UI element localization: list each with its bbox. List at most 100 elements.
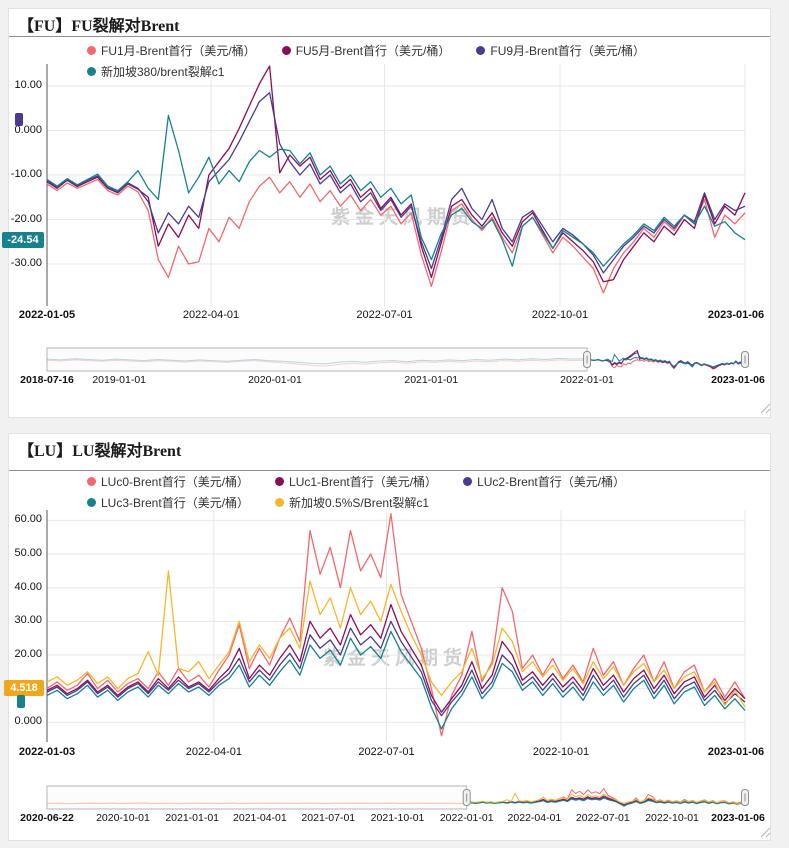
legend-item[interactable]: 新加坡0.5%S/Brent裂解c1	[275, 494, 429, 511]
legend-item[interactable]: FU5月-Brent首行（美元/桶）	[281, 42, 451, 59]
nav-tick-label: 2021-07-01	[301, 812, 356, 824]
x-tick-label: 2023-01-06	[707, 746, 765, 758]
axis-value-badge-lu: 4.518	[4, 680, 44, 696]
nav-series-line	[586, 349, 746, 369]
y-tick-label: -20.00	[10, 212, 42, 225]
legend-label: LUc0-Brent首行（美元/桶）	[101, 475, 250, 489]
legend-marker-icon	[275, 477, 285, 486]
legend-label: 新加坡380/brent裂解c1	[101, 65, 225, 79]
y-tick-label: 20.00	[14, 648, 42, 660]
x-tick-label: 2022-04-01	[182, 309, 240, 321]
legend-label: 新加坡0.5%S/Brent裂解c1	[289, 496, 430, 510]
nav-tick-label: 2021-01-01	[165, 812, 220, 824]
legend-label: LUc2-Brent首行（美元/桶）	[477, 475, 626, 489]
nav-tick-label: 2022-10-01	[645, 812, 699, 824]
axis-mini-badge-lu	[17, 695, 25, 708]
legend-item[interactable]: LUc0-Brent首行（美元/桶）	[87, 473, 249, 490]
nav-tick-label: 2022-07-01	[575, 812, 630, 824]
legend-fu: FU1月-Brent首行（美元/桶） FU5月-Brent首行（美元/桶） FU9月…	[47, 42, 753, 80]
legend-marker-icon	[275, 498, 285, 507]
legend-marker-icon	[281, 46, 291, 55]
nav-series-line	[586, 352, 746, 369]
nav-tick-label: 2020-06-22	[20, 812, 74, 824]
y-tick-label: 50.00	[14, 547, 42, 560]
y-tick-label: 40.00	[14, 580, 42, 593]
nav-tick-label: 2022-04-01	[507, 812, 562, 824]
series-line	[46, 176, 746, 294]
series-line	[46, 620, 746, 717]
x-tick-label: 2022-10-01	[532, 746, 590, 758]
legend-item[interactable]: FU1月-Brent首行（美元/桶）	[87, 42, 256, 59]
nav-series-line	[466, 797, 746, 807]
nav-tick-label: 2022-01-01	[560, 374, 614, 386]
watermark: 紫金天风期货	[322, 648, 467, 669]
series-line	[46, 114, 746, 267]
nav-tick-label: 2021-04-01	[233, 812, 287, 824]
legend-item[interactable]: 新加坡380/brent裂解c1	[87, 63, 224, 80]
nav-history-line	[46, 359, 588, 367]
y-tick-label: -30.00	[10, 257, 42, 269]
x-tick-label: 2023-01-06	[707, 309, 765, 321]
nav-tick-label: 2021-10-01	[370, 812, 425, 824]
nav-series-line	[466, 792, 746, 805]
legend-label: FU1月-Brent首行（美元/桶）	[101, 44, 256, 58]
series-line	[46, 92, 746, 274]
legend-marker-icon	[463, 477, 473, 486]
series-line	[46, 630, 746, 730]
legend-marker-icon	[476, 46, 486, 55]
nav-tick-label: 2020-01-01	[248, 374, 302, 386]
nav-tick-label: 2021-01-01	[404, 374, 459, 386]
nav-tick-label: 2018-07-16	[20, 374, 74, 386]
series-line	[46, 603, 746, 713]
y-tick-label: 60.00	[14, 513, 42, 526]
resize-grip-icon[interactable]	[760, 827, 771, 838]
axis-mini-badge-fu	[15, 113, 23, 126]
legend-label: LUc3-Brent首行（美元/桶）	[101, 496, 250, 510]
series-line	[46, 513, 746, 737]
legend-item[interactable]: FU9月-Brent首行（美元/桶）	[476, 42, 645, 59]
x-tick-label: 2022-07-01	[356, 309, 413, 321]
axis-value-badge-fu: -24.54	[2, 232, 44, 248]
x-tick-label: 2022-01-05	[18, 309, 76, 321]
chart-title-fu: 【FU】FU裂解对Brent	[18, 18, 180, 35]
legend-marker-icon	[87, 477, 96, 486]
x-tick-label: 2022-07-01	[358, 746, 415, 758]
nav-history-line	[46, 801, 467, 805]
panel-lu-chart	[8, 433, 771, 841]
legend-marker-icon	[87, 46, 96, 55]
y-tick-label: 0.000	[14, 715, 42, 728]
chart-title-lu: 【LU】LU裂解对Brent	[18, 443, 182, 460]
nav-tick-label: 2023-01-06	[711, 812, 765, 824]
nav-tick-label: 2022-01-01	[439, 812, 494, 824]
y-tick-label: -10.00	[10, 168, 42, 180]
legend-marker-icon	[87, 498, 96, 507]
series-line	[46, 65, 746, 283]
nav-series-line	[586, 353, 746, 368]
nav-history-line	[46, 802, 467, 805]
legend-label: LUc1-Brent首行（美元/桶）	[289, 475, 438, 489]
legend-item[interactable]: LUc3-Brent首行（美元/桶）	[87, 494, 249, 511]
series-line	[46, 570, 746, 708]
x-tick-label: 2022-10-01	[531, 309, 589, 321]
nav-tick-label: 2020-10-01	[96, 812, 150, 824]
legend-label: FU9月-Brent首行（美元/桶）	[490, 44, 646, 58]
legend-item[interactable]: LUc2-Brent首行（美元/桶）	[463, 473, 625, 490]
y-tick-label: 0.000	[14, 123, 42, 136]
legend-lu: LUc0-Brent首行（美元/桶） LUc1-Brent首行（美元/桶） LUc2…	[47, 473, 753, 511]
datazoom-unselected-box[interactable]	[46, 785, 468, 810]
nav-tick-label: 2023-01-06	[711, 374, 765, 386]
x-tick-label: 2022-01-03	[18, 746, 76, 758]
legend-marker-icon	[87, 67, 96, 76]
resize-grip-icon[interactable]	[760, 403, 771, 414]
y-tick-label: 30.00	[14, 614, 42, 627]
x-tick-label: 2022-04-01	[185, 746, 243, 758]
legend-item[interactable]: LUc1-Brent首行（美元/桶）	[275, 473, 437, 490]
title-separator	[9, 470, 770, 471]
legend-label: FU5月-Brent首行（美元/桶）	[295, 44, 451, 58]
nav-tick-label: 2019-01-01	[92, 374, 147, 386]
title-separator	[9, 36, 770, 37]
y-tick-label: 10.00	[14, 79, 42, 91]
nav-history-line	[46, 357, 588, 365]
